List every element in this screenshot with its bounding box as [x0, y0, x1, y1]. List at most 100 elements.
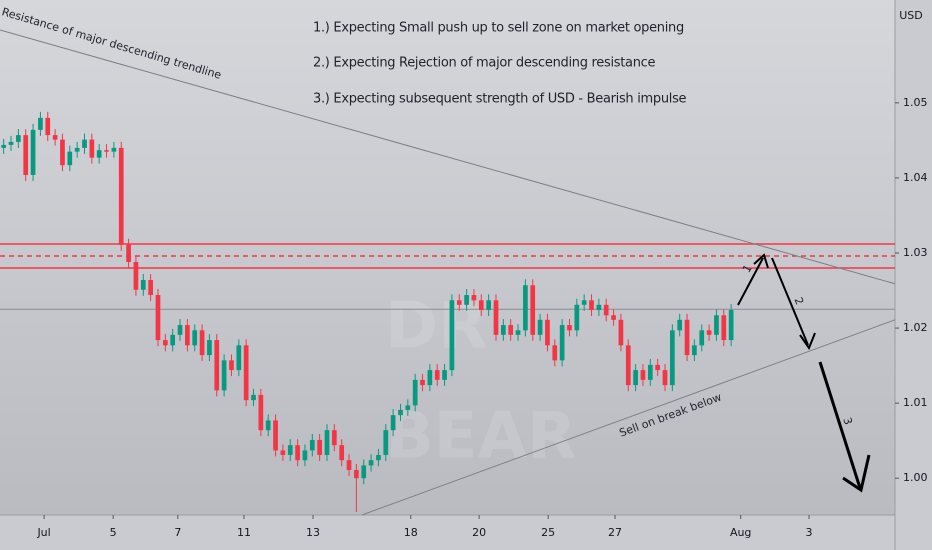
- candle-body: [60, 139, 65, 166]
- y-tick-label: 1.02: [903, 321, 928, 334]
- plot-background: [0, 0, 895, 515]
- candle-body: [398, 409, 403, 416]
- candle-body: [89, 139, 95, 158]
- note: 3.) Expecting subsequent strength of USD…: [313, 92, 687, 107]
- candle-body: [670, 330, 675, 386]
- candle-body: [1, 144, 7, 148]
- candle-body: [640, 370, 646, 380]
- candle-body: [273, 420, 278, 451]
- candle-body: [74, 147, 80, 152]
- x-tick-label: 13: [306, 526, 320, 539]
- x-tick-label: 5: [110, 526, 117, 539]
- candle-body: [677, 319, 683, 331]
- candle-body: [331, 430, 337, 446]
- candle-body: [633, 370, 638, 386]
- candle-body: [714, 315, 719, 335]
- candle-body: [199, 330, 205, 356]
- candle-body: [302, 450, 308, 461]
- candle-body: [8, 141, 14, 145]
- y-tick-label: 1.01: [903, 396, 928, 409]
- x-tick-label: Aug: [730, 526, 751, 539]
- candle-body: [420, 379, 425, 386]
- candle-body: [104, 150, 109, 152]
- candle-body: [155, 295, 161, 341]
- candle-body: [552, 345, 558, 361]
- x-tick-label: 7: [174, 526, 181, 539]
- price-axis: [895, 0, 932, 550]
- candle-body: [251, 394, 256, 401]
- time-axis: [0, 515, 895, 550]
- candle-body: [214, 340, 220, 391]
- candle-body: [405, 405, 411, 410]
- candle-body: [221, 360, 227, 391]
- y-tick-label: 1.03: [903, 246, 928, 259]
- x-tick-label: 27: [608, 526, 622, 539]
- candle-body: [434, 370, 440, 380]
- candle-body: [280, 450, 286, 455]
- arrow-head: [799, 332, 816, 351]
- candle-body: [118, 147, 124, 245]
- candle-body: [684, 319, 690, 356]
- arrow-label: 3: [840, 416, 855, 427]
- candle-body: [287, 445, 293, 455]
- candle-body: [67, 151, 73, 166]
- candle-body: [662, 370, 668, 386]
- x-tick-label: 18: [404, 526, 418, 539]
- candle-body: [589, 300, 594, 311]
- candle-body: [82, 139, 87, 148]
- candle-body: [16, 135, 21, 142]
- candle-body: [317, 439, 322, 455]
- candle-body: [30, 129, 36, 175]
- watermark: DR: [385, 290, 487, 364]
- candle-body: [442, 370, 447, 380]
- x-tick-label: 3: [806, 526, 813, 539]
- candle-body: [427, 370, 433, 386]
- candle-body: [309, 439, 315, 451]
- candle-body: [324, 430, 330, 455]
- currency-label: USD: [899, 9, 923, 22]
- candle-body: [464, 295, 469, 305]
- candle-body: [412, 379, 418, 406]
- candle-body: [515, 330, 521, 335]
- candle-body: [38, 117, 43, 130]
- candle-body: [185, 325, 190, 346]
- candle-body: [471, 295, 477, 301]
- candle-body: [207, 340, 212, 356]
- candle-body: [192, 330, 198, 346]
- watermark: BEAR: [385, 400, 576, 474]
- candle-body: [596, 304, 602, 311]
- candle-body: [486, 300, 492, 311]
- candle-body: [383, 430, 389, 455]
- arrow: [818, 361, 862, 489]
- candle-body: [45, 117, 51, 136]
- candle-body: [537, 319, 543, 335]
- candle-body: [126, 244, 131, 263]
- arrows: [737, 253, 871, 493]
- arrow-head: [842, 454, 871, 493]
- candle-body: [456, 300, 462, 305]
- x-tick-label: 11: [237, 526, 251, 539]
- candle-body: [449, 300, 455, 371]
- arrow-label: 2: [791, 295, 806, 306]
- candle-body: [162, 340, 168, 346]
- y-tick-label: 1.05: [903, 96, 928, 109]
- candle-body: [177, 325, 183, 335]
- candle-body: [368, 460, 374, 466]
- candle-body: [618, 319, 624, 346]
- note: 2.) Expecting Rejection of major descend…: [313, 56, 655, 71]
- candle-body: [530, 285, 536, 335]
- candle-body: [692, 345, 697, 356]
- arrow-head: [753, 253, 769, 269]
- candle-body: [236, 345, 242, 371]
- candle-body: [23, 135, 29, 175]
- candle-body: [567, 325, 572, 331]
- candle-body: [339, 445, 345, 461]
- candle-body: [390, 415, 396, 431]
- candle-body: [647, 364, 653, 380]
- candle-body: [170, 334, 176, 346]
- trendline: [0, 29, 896, 285]
- candle-body: [148, 280, 153, 296]
- candle-body: [721, 315, 727, 341]
- candle-body: [361, 465, 367, 479]
